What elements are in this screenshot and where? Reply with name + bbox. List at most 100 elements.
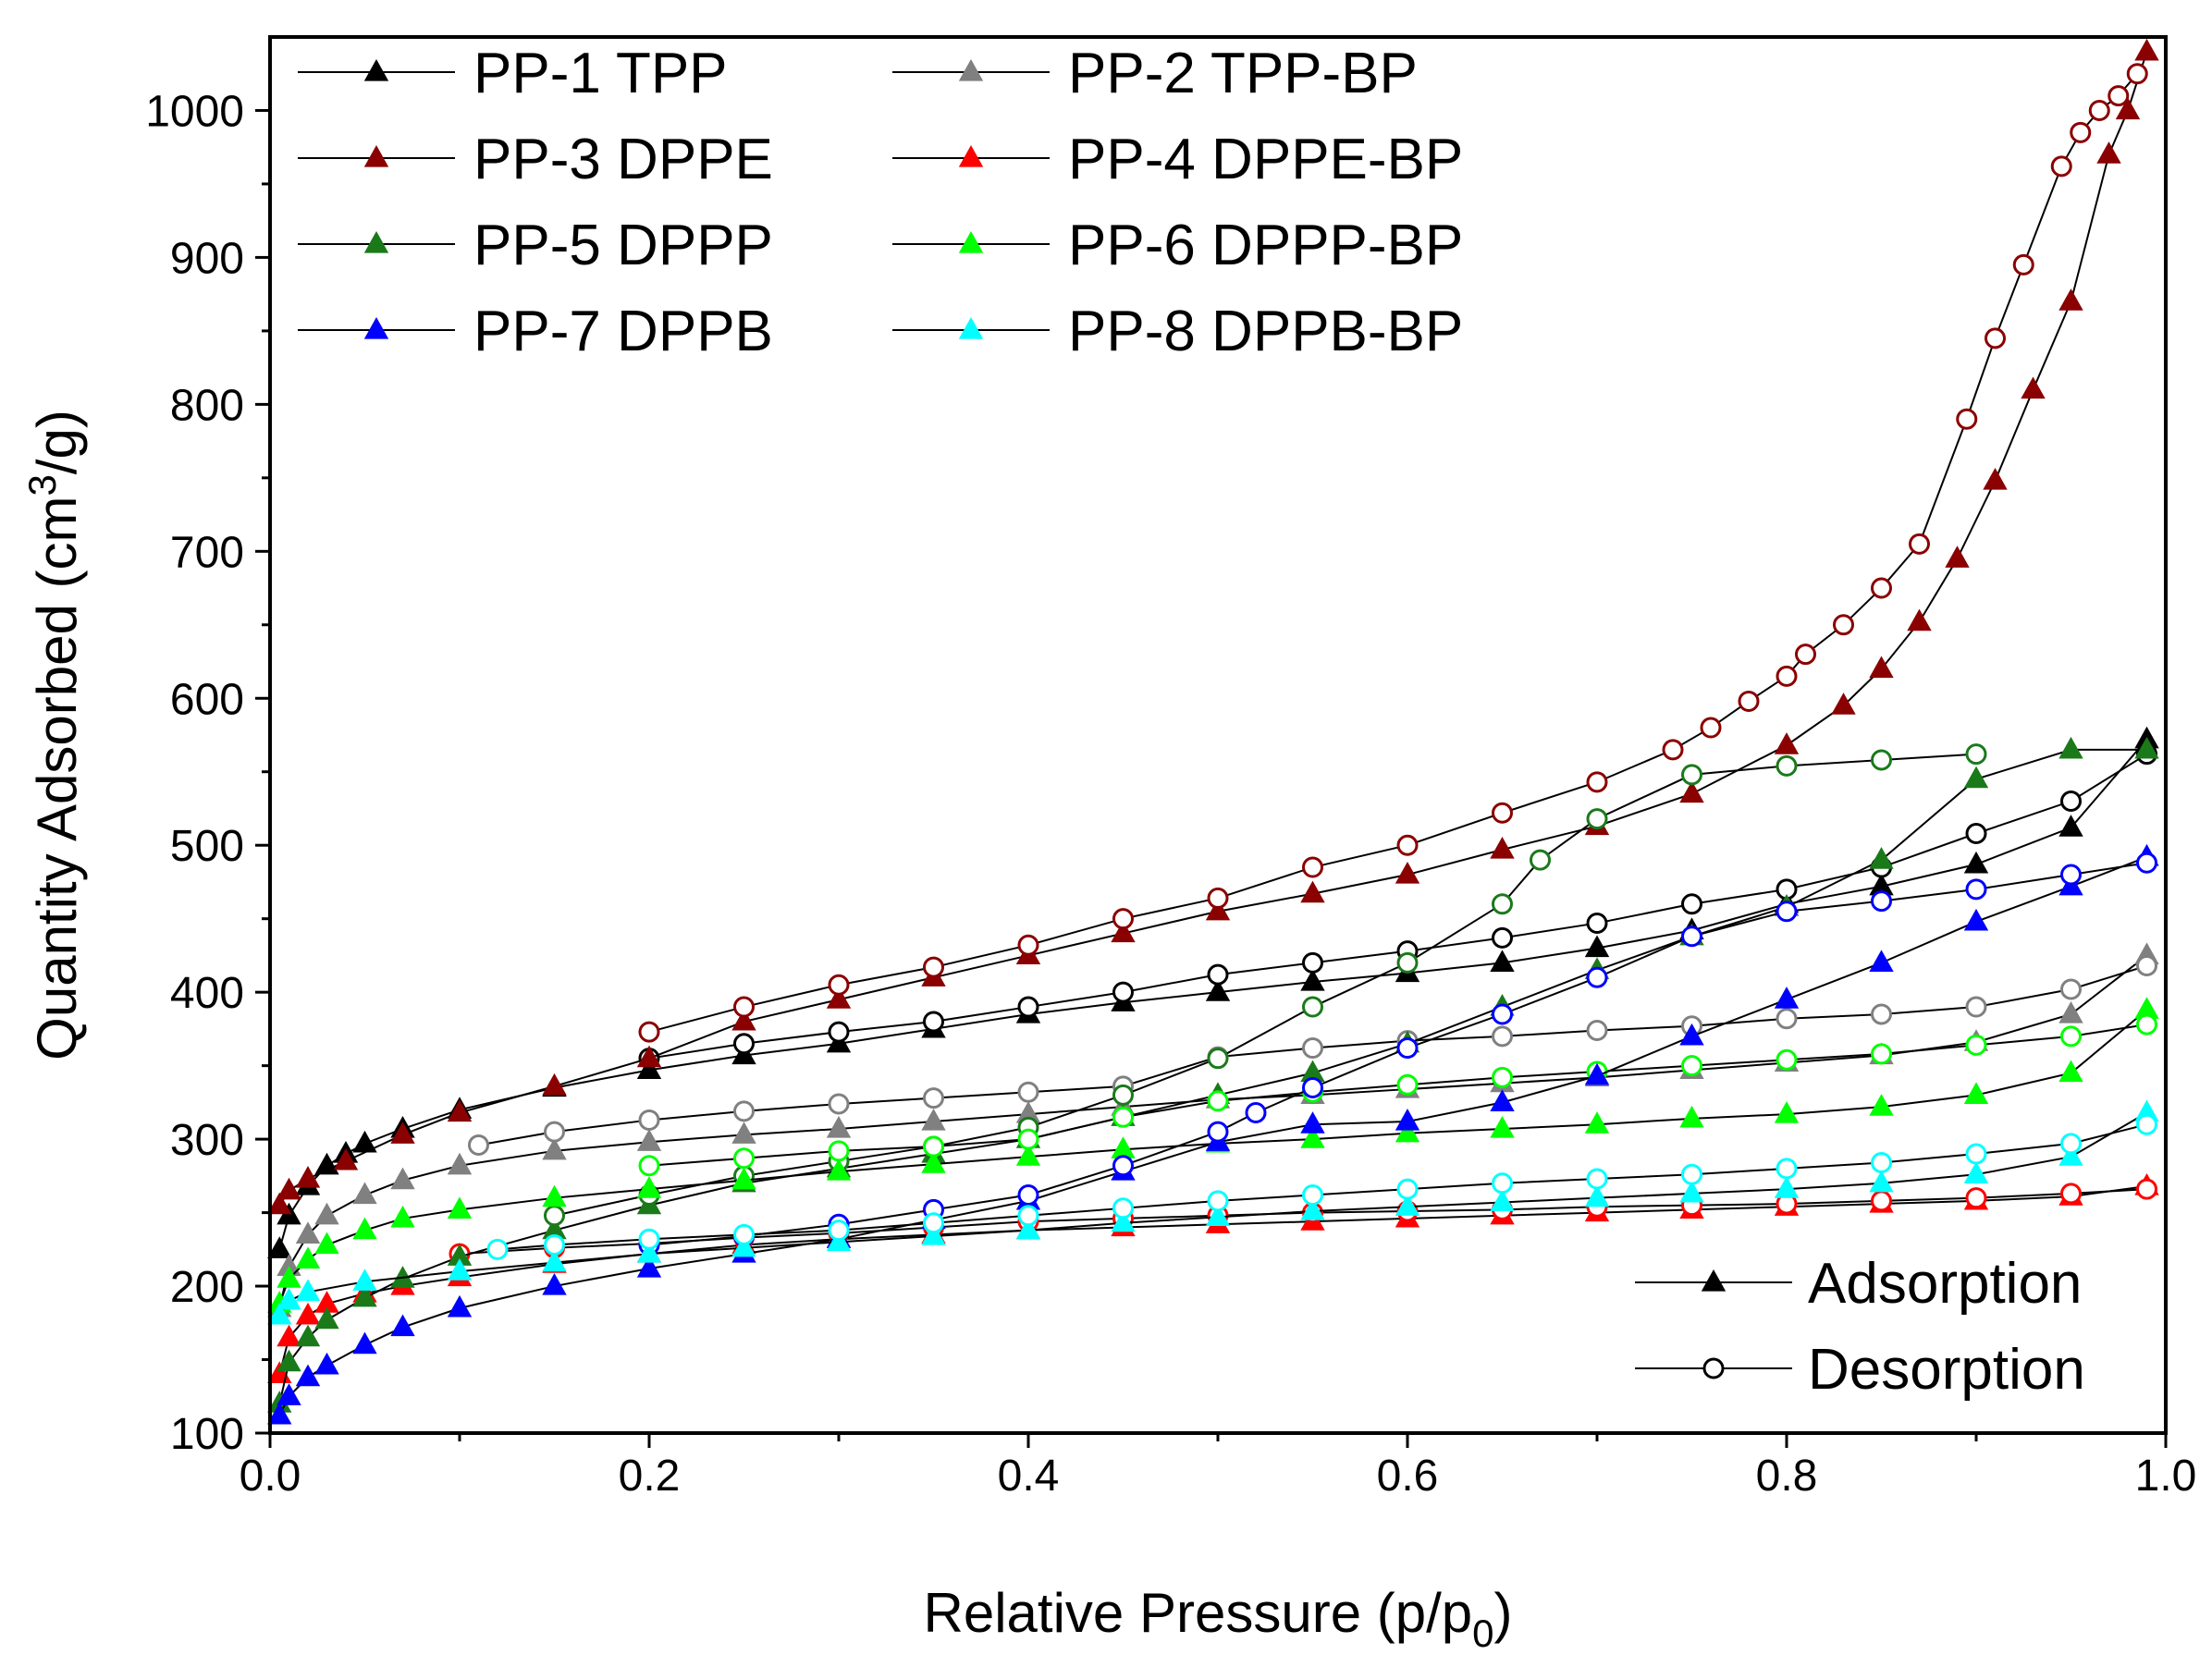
- adsorption-point: [267, 1192, 292, 1215]
- adsorption-point: [826, 987, 852, 1009]
- adsorption-point: [1111, 1209, 1136, 1232]
- adsorption-point: [295, 1221, 321, 1244]
- desorption-point: [2060, 791, 2082, 813]
- desorption-point: [2136, 852, 2157, 874]
- adsorption-point: [2115, 97, 2141, 120]
- desorption-point: [1302, 951, 1323, 974]
- series-pp-1-tpp: [267, 726, 2159, 1258]
- adsorption-point: [1300, 1197, 1325, 1220]
- adsorption-point: [2058, 1000, 2083, 1023]
- adsorption-point: [1907, 608, 1932, 631]
- adsorption-point: [390, 1205, 415, 1228]
- adsorption-point: [314, 1202, 339, 1225]
- x-tick-label: 0.2: [619, 1452, 681, 1501]
- desorption-point: [2060, 1183, 2082, 1205]
- adsorption-point: [352, 1269, 377, 1291]
- desorption-point: [2060, 1025, 2082, 1048]
- adsorption-point: [1679, 780, 1704, 803]
- desorption-point: [1776, 665, 1798, 687]
- adsorption-point: [542, 1273, 567, 1295]
- adsorption-point: [295, 1324, 321, 1347]
- legend-label: PP-3 DPPE: [473, 128, 773, 191]
- desorption-point: [1207, 1190, 1229, 1212]
- adsorption-point: [921, 1151, 946, 1173]
- desorption-point: [1396, 1178, 1419, 1200]
- desorption-point: [923, 956, 944, 978]
- desorption-point: [1681, 925, 1702, 948]
- adsorption-point: [352, 1182, 377, 1205]
- desorption-point: [1302, 1184, 1323, 1207]
- desorption-point: [923, 1011, 944, 1033]
- desorption-point: [1871, 1043, 1892, 1065]
- desorption-point: [1662, 739, 1684, 761]
- desorption-point: [923, 1087, 944, 1109]
- adsorption-point: [447, 1196, 473, 1219]
- desorption-point: [1492, 926, 1513, 949]
- desorption-point: [1738, 690, 1760, 712]
- y-tick-label: 500: [170, 822, 244, 871]
- desorption-point: [828, 1021, 850, 1043]
- desorption-point: [1586, 912, 1608, 934]
- desorption-point: [923, 1212, 944, 1234]
- adsorption-point: [636, 1045, 662, 1068]
- desorption-point: [1965, 1187, 1987, 1209]
- desorption-point: [1871, 749, 1892, 771]
- adsorption-point: [447, 1152, 473, 1175]
- adsorption-point: [1490, 1089, 1515, 1111]
- adsorption-point: [636, 1176, 662, 1198]
- legend-item-desorption: Desorption: [1635, 1338, 2085, 1402]
- adsorption-point: [2134, 38, 2159, 61]
- adsorption-point: [295, 1165, 321, 1188]
- desorption-point: [1681, 1055, 1702, 1077]
- desorption-point: [733, 1100, 755, 1122]
- legend-item-pp-6-dppp-bp: PP-6 DPPP-BP: [892, 214, 1463, 277]
- desorption-point: [2050, 155, 2072, 178]
- legend-item-adsorption: Adsorption: [1635, 1252, 2082, 1316]
- adsorption-point: [1963, 766, 1989, 789]
- desorption-marker-icon: [1702, 1357, 1725, 1379]
- adsorption-point: [2058, 1144, 2083, 1166]
- adsorption-point: [1490, 836, 1515, 859]
- adsorption-point: [542, 1137, 567, 1160]
- adsorption-point: [276, 1349, 301, 1372]
- axes: 0.0 0.2 0.4 0.6 0.8 1.0 100 200 300 400 500 600 700 8…: [145, 87, 2196, 1501]
- adsorption-point: [2058, 1060, 2083, 1083]
- desorption-point: [1965, 743, 1987, 766]
- desorption-point: [1530, 849, 1551, 871]
- adsorption-point: [1869, 656, 1894, 679]
- desorption-point: [1871, 1003, 1892, 1025]
- adsorption-point: [390, 1122, 415, 1144]
- desorption-point: [1965, 1034, 1987, 1056]
- adsorption-point: [1015, 1217, 1041, 1240]
- y-axis-title-superscript: 3: [20, 474, 64, 496]
- adsorption-point: [1395, 1194, 1420, 1216]
- desorption-point: [638, 1228, 660, 1250]
- adsorption-point: [731, 1122, 756, 1144]
- desorption-point: [1833, 614, 1854, 636]
- adsorption-point: [276, 1266, 301, 1288]
- adsorption-point: [390, 1314, 415, 1337]
- desorption-point: [1776, 1048, 1798, 1071]
- desorption-point: [828, 1093, 850, 1115]
- desorption-point: [486, 1238, 509, 1260]
- desorption-point: [2136, 1178, 2157, 1200]
- desorption-point: [1586, 1168, 1608, 1190]
- desorption-point: [733, 996, 755, 1018]
- legend-marker: [363, 316, 389, 339]
- adsorption-point: [2096, 141, 2121, 164]
- desorption-point: [1871, 1190, 1892, 1212]
- adsorption-point: [447, 1099, 473, 1122]
- adsorption-point: [267, 1302, 292, 1325]
- desorption-point: [828, 1220, 850, 1242]
- legend-item-pp-7-dppb: PP-7 DPPB: [298, 300, 773, 363]
- adsorption-point: [295, 1246, 321, 1269]
- legend-label: PP-5 DPPP: [473, 214, 773, 277]
- adsorption-point: [295, 1302, 321, 1325]
- desorption-point: [733, 1033, 755, 1055]
- adsorption-point: [2021, 376, 2046, 399]
- desorption-point: [1207, 1090, 1229, 1112]
- desorption-point: [468, 1134, 489, 1156]
- desorption-point: [1776, 754, 1798, 777]
- desorption-point: [2060, 978, 2082, 1000]
- adsorption-marker-icon: [1701, 1269, 1727, 1292]
